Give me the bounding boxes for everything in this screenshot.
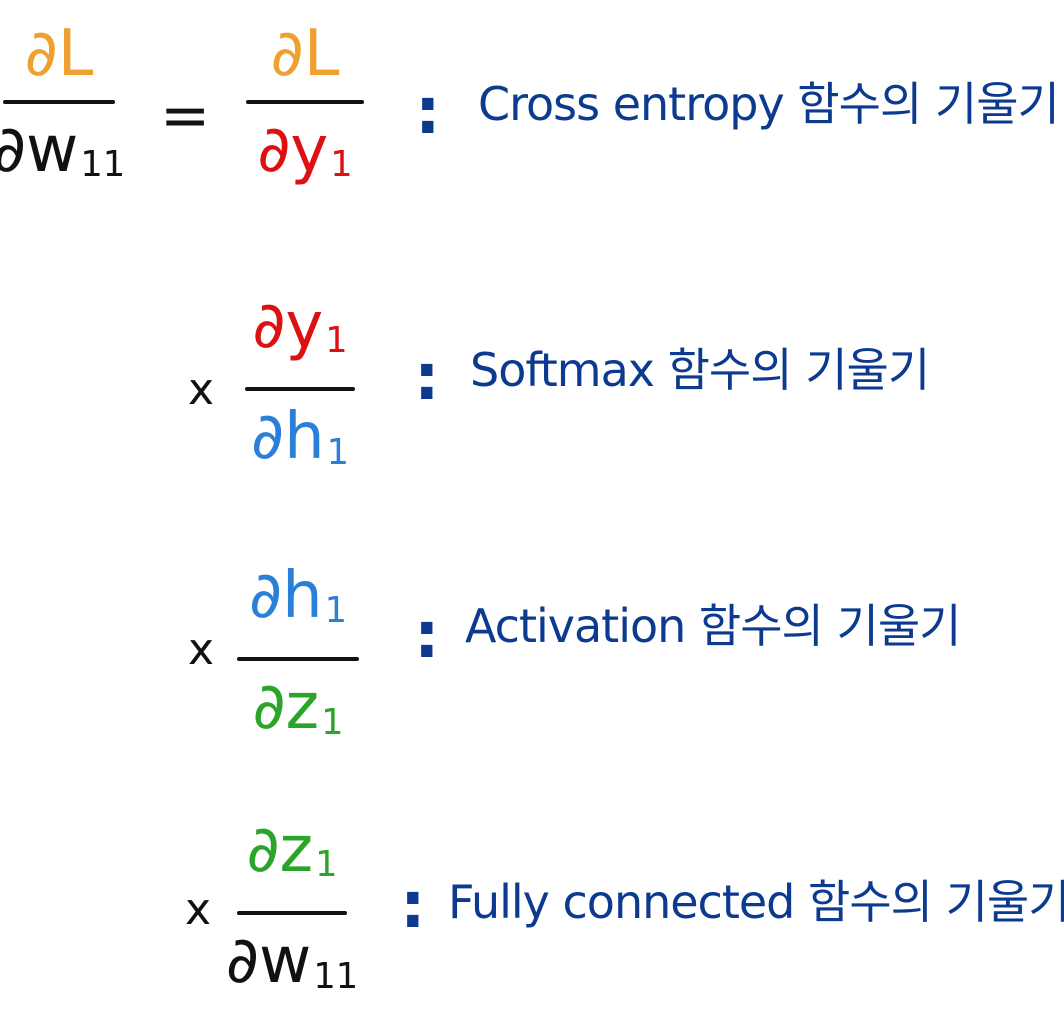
softmax-numerator-symbol: ∂y — [252, 289, 324, 363]
lhs-numerator-symbol: ∂L — [24, 17, 94, 91]
lhs-fraction-bar — [3, 100, 115, 104]
fully-connected-times-sign: x — [185, 884, 212, 935]
softmax-denominator: ∂h1 — [251, 401, 349, 488]
activation-times-sign: x — [188, 624, 215, 675]
activation-fraction-bar — [237, 657, 359, 662]
activation-numerator-symbol: ∂h — [248, 559, 323, 633]
softmax-colon: : — [414, 341, 440, 415]
cross-entropy-denominator-subscript: 1 — [330, 144, 353, 186]
activation-denominator-symbol: ∂z — [252, 670, 320, 745]
fully-connected-numerator-subscript: 1 — [315, 844, 338, 886]
activation-numerator-subscript: 1 — [324, 590, 348, 632]
lhs-fraction: ∂L ∂w11 — [0, 18, 125, 201]
cross-entropy-label: Cross entropy 함수의 기울기 — [478, 77, 1060, 131]
fully-connected-colon: : — [400, 869, 426, 943]
cross-entropy-fraction-bar — [246, 100, 364, 104]
lhs-denominator-symbol: ∂w — [0, 113, 79, 187]
cross-entropy-fraction: ∂L ∂y1 — [243, 18, 367, 201]
fully-connected-numerator: ∂z1 — [246, 814, 337, 901]
fully-connected-denominator: ∂w11 — [226, 925, 358, 1012]
lhs-denominator-subscript: 11 — [80, 144, 126, 186]
activation-numerator: ∂h1 — [249, 560, 347, 647]
fully-connected-denominator-symbol: ∂w — [225, 924, 312, 999]
activation-colon: : — [414, 599, 440, 673]
softmax-numerator: ∂y1 — [252, 290, 347, 377]
softmax-numerator-subscript: 1 — [325, 320, 348, 362]
softmax-denominator-symbol: ∂h — [250, 400, 325, 475]
cross-entropy-colon: : — [415, 75, 441, 149]
softmax-fraction-bar — [245, 387, 355, 392]
cross-entropy-denominator-symbol: ∂y — [257, 113, 329, 187]
fully-connected-fraction: ∂z1 ∂w11 — [226, 814, 358, 1013]
lhs-denominator: ∂w11 — [0, 114, 125, 201]
activation-label: Activation 함수의 기울기 — [465, 599, 961, 653]
cross-entropy-numerator-symbol: ∂L — [270, 17, 340, 91]
softmax-fraction: ∂y1 ∂h1 — [242, 290, 358, 489]
fully-connected-denominator-subscript: 11 — [313, 955, 359, 997]
activation-denominator-subscript: 1 — [321, 701, 344, 743]
lhs-numerator: ∂L — [25, 18, 94, 90]
fully-connected-numerator-symbol: ∂z — [246, 813, 314, 887]
cross-entropy-denominator: ∂y1 — [257, 114, 352, 201]
activation-denominator: ∂z1 — [252, 671, 343, 758]
softmax-denominator-subscript: 1 — [326, 431, 350, 473]
softmax-label: Softmax 함수의 기울기 — [470, 343, 930, 397]
activation-fraction: ∂h1 ∂z1 — [235, 560, 361, 759]
equals-sign: = — [160, 81, 211, 151]
fully-connected-label: Fully connected 함수의 기울기 — [448, 875, 1064, 929]
fully-connected-fraction-bar — [237, 911, 347, 916]
softmax-times-sign: x — [188, 364, 215, 415]
cross-entropy-numerator: ∂L — [271, 18, 340, 90]
